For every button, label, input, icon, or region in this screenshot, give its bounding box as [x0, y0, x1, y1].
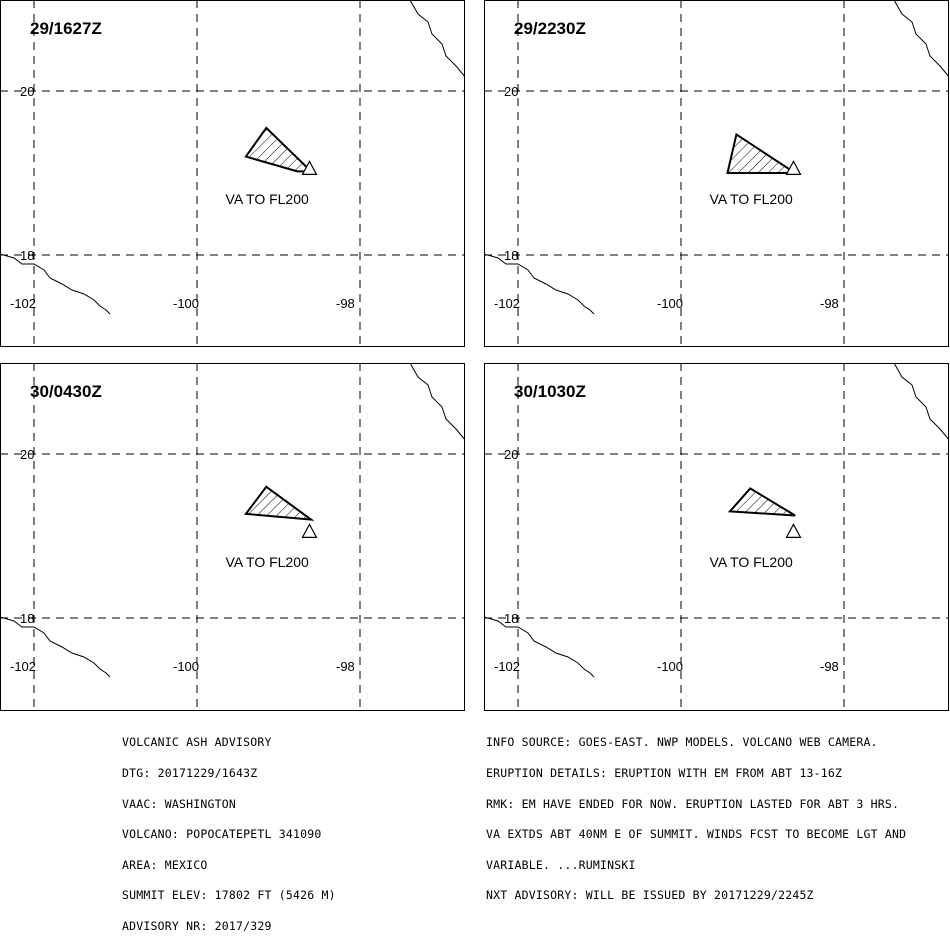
advisory-remarks-2: VA EXTDS ABT 40NM E OF SUMMIT. WINDS FCS… [486, 827, 907, 842]
panel-time-label: 29/1627Z [30, 19, 102, 38]
volcano-triangle-icon [785, 160, 802, 175]
map-panel-frame [484, 0, 949, 347]
coastline [893, 0, 949, 78]
longitude-tick-label: -100 [173, 296, 199, 311]
advisory-dtg: DTG: 20171229/1643Z [122, 766, 258, 780]
advisory-title: VOLCANIC ASH ADVISORY [122, 735, 272, 750]
longitude-tick-label: -100 [173, 659, 199, 674]
advisory-number: ADVISORY NR: 2017/329 [122, 918, 272, 933]
volcano-triangle-icon [301, 523, 318, 538]
longitude-tick-label: -102 [494, 659, 520, 674]
latitude-tick-label: 20 [504, 84, 518, 99]
coastline [0, 253, 111, 315]
advisory-next: NXT ADVISORY: WILL BE ISSUED BY 20171229… [486, 888, 814, 903]
latitude-tick-label: 18 [504, 248, 518, 263]
coastline [893, 363, 949, 441]
longitude-tick-label: -100 [657, 296, 683, 311]
coastline [484, 616, 595, 678]
longitude-tick-label: -102 [10, 296, 36, 311]
advisory-map-canvas: 20 18 -102 -100 -98 29/1627Z VA TO FL200 20 18 -1… [0, 0, 949, 711]
ash-height-label: VA TO FL200 [226, 554, 309, 570]
latitude-tick-label: 20 [20, 447, 34, 462]
longitude-tick-label: -98 [336, 296, 355, 311]
coastline [0, 616, 111, 678]
panel-time-label: 30/0430Z [30, 382, 102, 401]
ash-cloud-polygon [244, 485, 315, 521]
ash-height-label: VA TO FL200 [710, 191, 793, 207]
advisory-area: AREA: MEXICO [122, 857, 208, 872]
advisory-volcano: VOLCANO: POPOCATEPETL 341090 [122, 827, 322, 842]
longitude-tick-label: -102 [10, 659, 36, 674]
coastline [484, 253, 595, 315]
advisory-eruption-details: ERUPTION DETAILS: ERUPTION WITH EM FROM … [486, 766, 843, 780]
map-panel-frame [484, 363, 949, 711]
longitude-tick-label: -98 [336, 659, 355, 674]
longitude-tick-label: -98 [820, 659, 839, 674]
map-panel-frame [0, 0, 465, 347]
longitude-tick-label: -98 [820, 296, 839, 311]
ash-cloud-polygon [726, 132, 799, 174]
ash-cloud-polygon [727, 487, 796, 517]
ash-height-label: VA TO FL200 [710, 554, 793, 570]
longitude-tick-label: -102 [494, 296, 520, 311]
advisory-info-source: INFO SOURCE: GOES-EAST. NWP MODELS. VOLC… [486, 735, 878, 750]
map-panel-frame [0, 363, 465, 711]
volcano-triangle-icon [785, 523, 802, 538]
latitude-tick-label: 18 [20, 611, 34, 626]
advisory-summit-elev: SUMMIT ELEV: 17802 FT (5426 M) [122, 888, 336, 903]
latitude-tick-label: 18 [20, 248, 34, 263]
latitude-tick-label: 18 [504, 611, 518, 626]
panel-time-label: 29/2230Z [514, 19, 586, 38]
ash-cloud-polygon [244, 126, 314, 173]
advisory-remarks-1: RMK: EM HAVE ENDED FOR NOW. ERUPTION LAS… [486, 796, 900, 811]
advisory-remarks-3: VARIABLE. ...RUMINSKI [486, 857, 636, 872]
ash-height-label: VA TO FL200 [226, 191, 309, 207]
panel-time-label: 30/1030Z [514, 382, 586, 401]
latitude-tick-label: 20 [504, 447, 518, 462]
latitude-tick-label: 20 [20, 84, 34, 99]
advisory-vaac: VAAC: WASHINGTON [122, 796, 236, 811]
coastline [409, 363, 465, 441]
advisory-info-right: INFO SOURCE: GOES-EAST. NWP MODELS. VOLC… [486, 717, 906, 911]
advisory-info-left: VOLCANIC ASH ADVISORY DTG: 20171229/1643… [122, 717, 336, 941]
coastline [409, 0, 465, 78]
longitude-tick-label: -100 [657, 659, 683, 674]
volcano-triangle-icon [301, 160, 318, 175]
